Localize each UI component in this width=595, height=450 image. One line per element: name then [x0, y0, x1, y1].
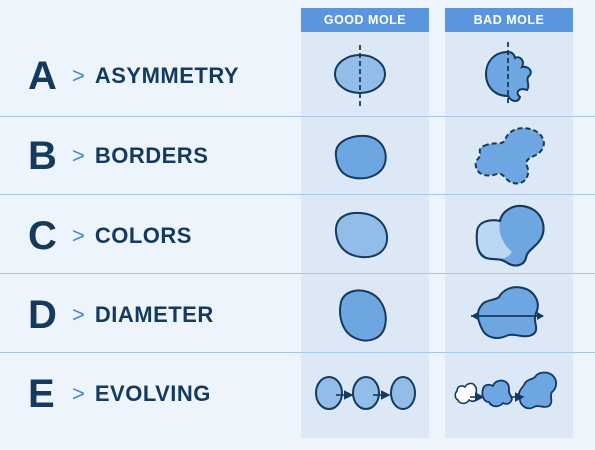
- row-divider: [0, 273, 595, 274]
- row-separator: >: [72, 381, 85, 406]
- bad-mole-asymmetry-icon: [484, 42, 532, 106]
- row-divider: [0, 194, 595, 195]
- row-label: ASYMMETRY: [94, 63, 240, 88]
- bad-mole-header: BAD MOLE: [445, 8, 573, 32]
- row-diameter: D > DIAMETER: [28, 290, 214, 340]
- row-separator: >: [72, 223, 85, 248]
- row-label: COLORS: [94, 223, 192, 248]
- row-letter: C: [28, 214, 57, 258]
- good-mole-diameter-icon: [339, 289, 387, 342]
- row-label: EVOLVING: [94, 381, 211, 406]
- row-label: BORDERS: [94, 143, 209, 168]
- row-divider: [0, 352, 595, 353]
- row-divider: [0, 116, 595, 117]
- row-letter: D: [28, 293, 57, 337]
- good-mole-header: GOOD MOLE: [301, 8, 429, 32]
- good-mole-borders-icon: [334, 134, 387, 180]
- good-mole-colors-icon: [334, 211, 389, 259]
- row-label: DIAMETER: [94, 302, 214, 327]
- row-colors: C > COLORS: [28, 211, 192, 261]
- bad-mole-diameter-icon: [471, 286, 544, 339]
- bad-mole-colors-icon: [475, 205, 545, 267]
- row-letter: A: [28, 54, 57, 98]
- bad-mole-evolving-icon: [454, 371, 558, 410]
- row-borders: B > BORDERS: [28, 131, 208, 181]
- row-letter: B: [28, 134, 57, 178]
- row-separator: >: [72, 143, 85, 168]
- row-separator: >: [72, 63, 85, 88]
- good-mole-evolving-icon: [315, 376, 416, 410]
- bad-mole-borders-icon: [474, 127, 545, 185]
- row-evolving: E > EVOLVING: [28, 369, 211, 419]
- row-asymmetry: A > ASYMMETRY: [28, 51, 239, 101]
- good-mole-asymmetry-icon: [334, 45, 386, 106]
- row-separator: >: [72, 302, 85, 327]
- row-letter: E: [28, 372, 55, 416]
